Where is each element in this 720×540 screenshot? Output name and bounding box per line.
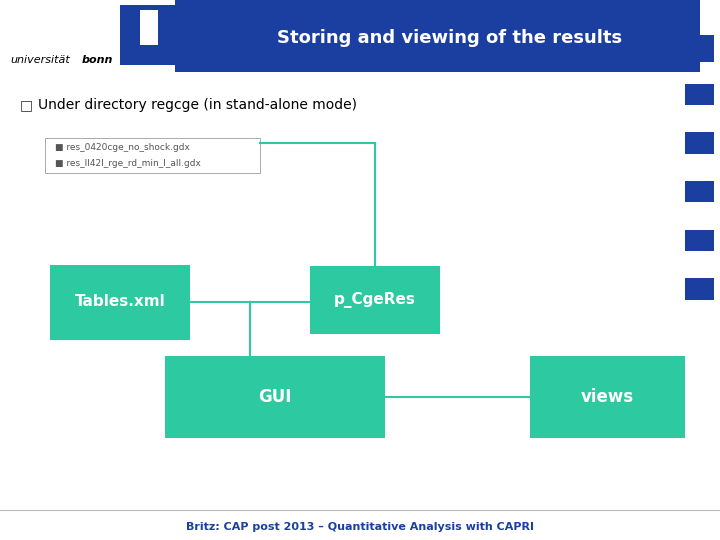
Bar: [165, 356, 385, 438]
Text: ■ res_ll42l_rge_rd_min_l_all.gdx: ■ res_ll42l_rge_rd_min_l_all.gdx: [55, 159, 201, 167]
Text: □: □: [20, 98, 33, 112]
Text: p_CgeRes: p_CgeRes: [334, 292, 416, 308]
Text: GUI: GUI: [258, 388, 292, 406]
Text: ■ res_0420cge_no_shock.gdx: ■ res_0420cge_no_shock.gdx: [55, 144, 190, 152]
Bar: [50, 265, 190, 340]
Bar: [685, 84, 714, 105]
Text: Storing and viewing of the results: Storing and viewing of the results: [277, 29, 623, 47]
Bar: [310, 266, 440, 334]
Bar: [120, 5, 175, 65]
Bar: [45, 138, 260, 173]
Bar: [175, 0, 700, 72]
Text: views: views: [580, 388, 634, 406]
Text: bonn: bonn: [82, 55, 113, 65]
Bar: [685, 181, 714, 202]
Text: universität: universität: [10, 55, 70, 65]
Bar: [529, 356, 685, 438]
Bar: [685, 230, 714, 251]
Text: Under directory regcge (in stand-alone mode): Under directory regcge (in stand-alone m…: [38, 98, 357, 112]
Text: Britz: CAP post 2013 – Quantitative Analysis with CAPRI: Britz: CAP post 2013 – Quantitative Anal…: [186, 522, 534, 532]
Bar: [685, 278, 714, 300]
Text: Tables.xml: Tables.xml: [75, 294, 166, 309]
Bar: [685, 132, 714, 154]
Bar: [140, 10, 158, 45]
Bar: [685, 35, 714, 62]
